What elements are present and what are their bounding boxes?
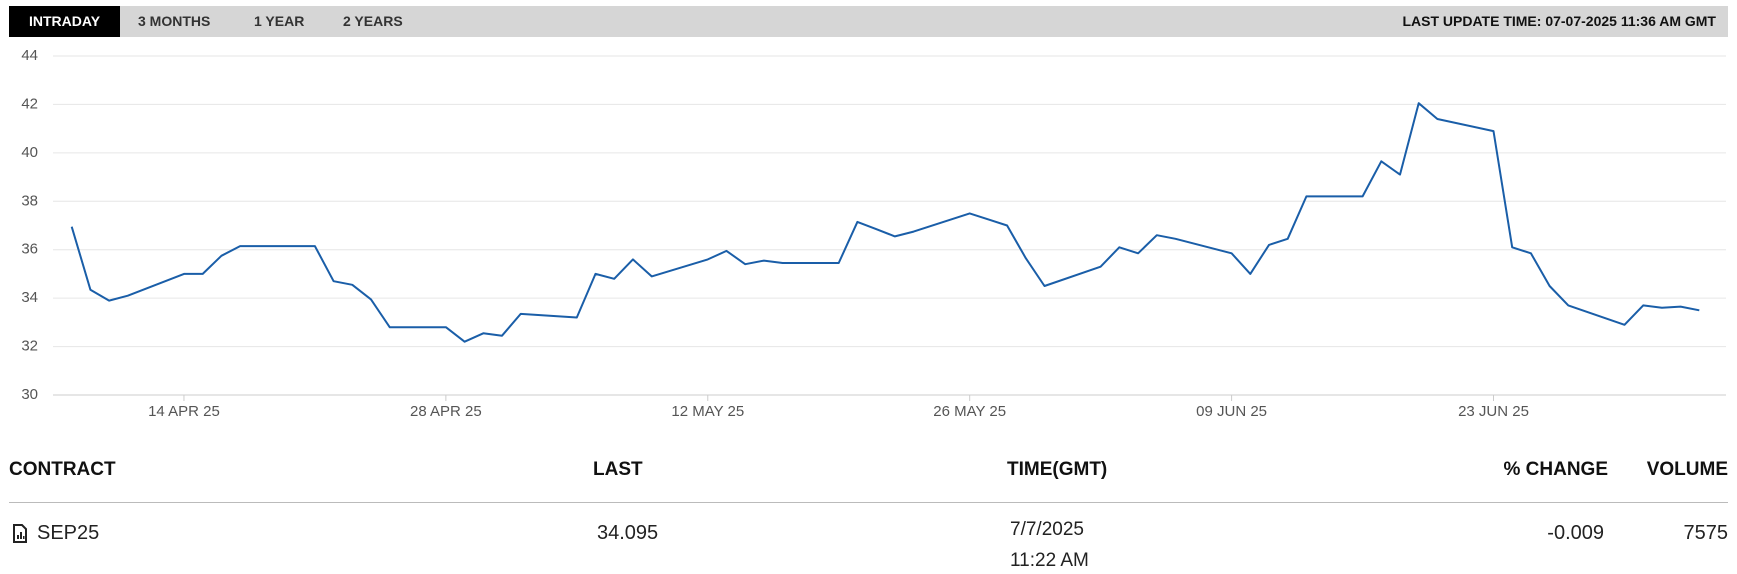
column-header: LAST [593, 459, 643, 480]
x-tick-label: 28 APR 25 [410, 403, 482, 420]
column-header: CONTRACT [9, 459, 116, 480]
y-tick-label: 30 [21, 386, 38, 403]
divider [9, 502, 1728, 503]
chart: 30 32 34 36 38 40 42 44 14 APR 25 28 APR 25 12 MAY… [21, 47, 1726, 420]
column-header: VOLUME [1646, 459, 1728, 480]
trade-time: 11:22 AM [1010, 550, 1089, 571]
column-header: TIME(GMT) [1007, 459, 1108, 480]
x-tick-label: 14 APR 25 [148, 403, 220, 420]
column-header: % CHANGE [1503, 459, 1608, 480]
y-tick-label: 40 [21, 144, 38, 161]
x-tick-label: 23 JUN 25 [1458, 403, 1529, 420]
y-tick-label: 34 [21, 289, 38, 306]
y-tick-label: 38 [21, 192, 38, 209]
x-tick-label: 26 MAY 25 [933, 403, 1006, 420]
y-tick-label: 32 [21, 338, 38, 355]
volume: 7575 [1683, 522, 1729, 544]
x-tick-label: 12 MAY 25 [671, 403, 744, 420]
x-tick-label: 09 JUN 25 [1196, 403, 1267, 420]
y-tick-label: 36 [21, 241, 38, 258]
last-update: LAST UPDATE TIME: 07-07-2025 11:36 AM GM… [1402, 13, 1716, 29]
tab[interactable]: 3 MONTHS [138, 13, 211, 29]
tab[interactable]: INTRADAY [9, 6, 121, 37]
last-price: 34.095 [597, 522, 659, 544]
y-tick-label: 42 [21, 95, 38, 112]
tab[interactable]: 2 YEARS [343, 13, 403, 29]
trade-date: 7/7/2025 [1010, 519, 1084, 540]
percent-change: -0.009 [1547, 522, 1604, 544]
tab[interactable]: 1 YEAR [254, 13, 305, 29]
chart-icon[interactable] [12, 524, 28, 543]
contract[interactable]: SEP25 [37, 522, 100, 544]
price-line [70, 102, 1700, 343]
y-tick-label: 44 [21, 47, 38, 64]
range-bar: INTRADAY 3 MONTHS 1 YEAR 2 YEARS LAST UP… [9, 6, 1728, 37]
